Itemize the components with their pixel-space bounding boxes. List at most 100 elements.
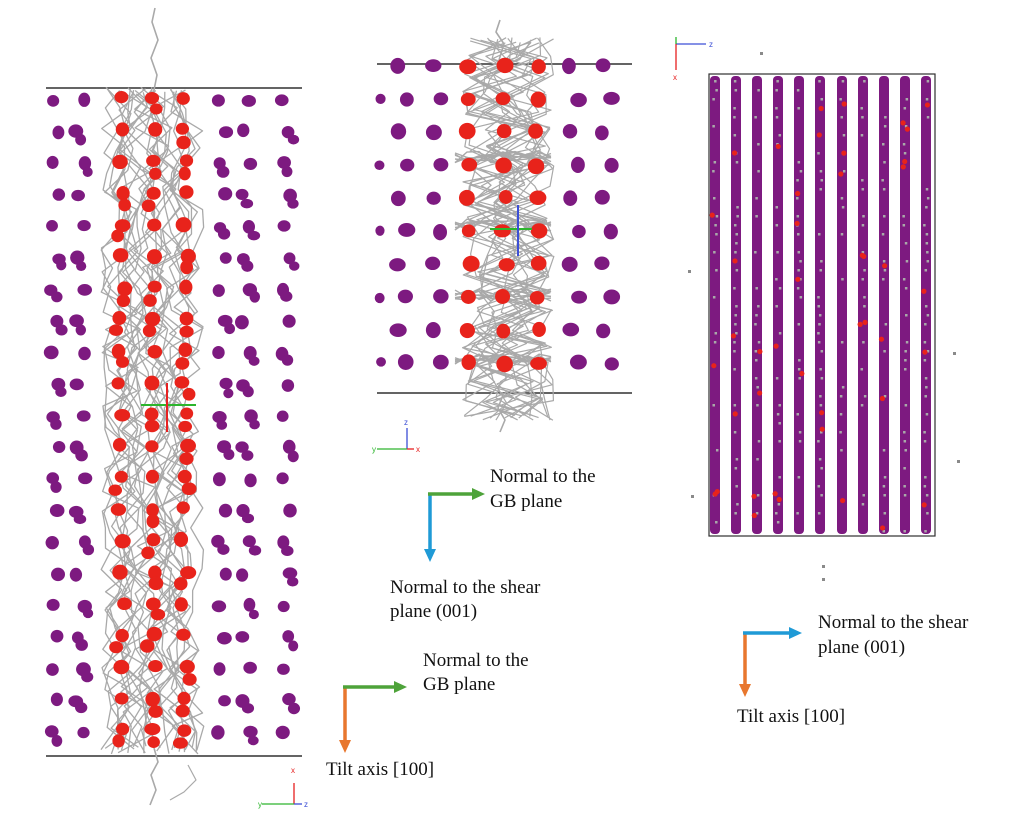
bulk-atom [375, 93, 386, 104]
bulk-atom [248, 356, 260, 366]
gb-atom [496, 355, 513, 373]
gb-atom [921, 502, 927, 508]
network-speck [755, 314, 758, 317]
gb-atom [147, 736, 160, 748]
network-speck [797, 368, 801, 371]
gb-atom [181, 482, 197, 496]
bulk-atom [426, 191, 441, 205]
network-speck [839, 413, 843, 416]
gb-atom [528, 123, 543, 139]
network-speck [883, 494, 886, 497]
gb-atom [144, 375, 160, 391]
bulk-atom [571, 290, 588, 304]
left-network-trace [148, 91, 187, 753]
gb-atom [529, 291, 545, 305]
bulk-atom [235, 188, 249, 200]
bulk-atom [50, 314, 64, 328]
gb-atom [179, 185, 194, 199]
gb-atom [495, 157, 512, 174]
network-speck [863, 269, 866, 272]
bulk-atom [82, 608, 94, 619]
network-speck [904, 449, 907, 452]
gb-atom [114, 533, 131, 549]
gb-atom [112, 248, 129, 263]
left-axis-triad: x y z [258, 766, 308, 809]
right-tilt-axis-arrowhead-icon [739, 684, 751, 697]
gb-atom [530, 357, 547, 370]
network-speck [842, 134, 846, 137]
network-speck [819, 368, 822, 371]
bulk-atom [390, 57, 406, 74]
bulk-atom [70, 250, 85, 265]
network-speck [776, 521, 780, 524]
gb-atom [145, 469, 160, 484]
network-speck [862, 215, 865, 218]
bulk-atom [51, 735, 63, 747]
gb-atom [461, 224, 476, 238]
gb-atom [114, 91, 129, 104]
gb-atom [839, 497, 846, 504]
bulk-atom [211, 94, 225, 107]
bulk-atom [78, 346, 91, 361]
network-speck [840, 341, 844, 344]
gb-atom [531, 59, 546, 75]
bulk-atom [71, 189, 85, 202]
atom-column-stripe [815, 76, 825, 534]
atom-column-stripe [879, 76, 889, 534]
bulk-atom [433, 157, 449, 172]
network-speck [882, 485, 886, 488]
gb-atom [816, 132, 822, 138]
gb-atom [711, 363, 717, 369]
bulk-atom [277, 600, 290, 613]
gb-atom [900, 120, 906, 126]
gb-atom [145, 691, 160, 707]
left-bottom-trail [169, 764, 197, 801]
gb-atom [117, 597, 132, 611]
network-speck [817, 485, 821, 488]
bulk-atom [562, 123, 578, 139]
bulk-atom [569, 354, 587, 370]
gb-atom [841, 150, 847, 156]
middle-top-trail [495, 19, 505, 61]
bulk-atom [46, 155, 59, 169]
bulk-atom [51, 291, 63, 303]
network-speck [817, 341, 821, 344]
bulk-atom [219, 567, 232, 581]
network-speck [712, 170, 715, 173]
gb-atom [794, 220, 800, 227]
network-speck [926, 197, 930, 200]
bulk-atom [277, 156, 291, 169]
gb-atom [112, 734, 125, 748]
gb-atom [527, 158, 545, 175]
bulk-atom [274, 94, 289, 107]
bulk-atom [433, 223, 448, 241]
gb-atom [461, 157, 478, 172]
gb-atom [732, 258, 738, 264]
bulk-atom [425, 256, 441, 271]
network-speck [778, 476, 781, 479]
bulk-atom [604, 357, 619, 371]
network-speck [861, 224, 865, 227]
bulk-atom [276, 410, 289, 422]
network-speck [712, 296, 716, 299]
network-speck [882, 188, 886, 191]
gb-atom [862, 319, 868, 325]
bulk-atom [73, 514, 87, 525]
bulk-atom [51, 567, 66, 582]
bulk-atom [211, 725, 225, 740]
right-shear-normal-label-line1: Normal to the shear [818, 612, 969, 633]
bulk-atom [224, 323, 236, 335]
atom-column-stripe [710, 76, 720, 534]
network-speck [776, 413, 780, 416]
gb-atom [904, 126, 910, 132]
gb-atom [495, 288, 511, 304]
network-speck [903, 440, 907, 443]
gb-atom [532, 321, 546, 337]
gb-atom [141, 199, 156, 213]
network-speck [883, 215, 886, 218]
bulk-atom [389, 323, 407, 337]
bulk-atom [570, 156, 585, 174]
right-triad-right-label: z [709, 40, 713, 49]
network-speck [924, 305, 928, 308]
bulk-atom [82, 167, 93, 177]
